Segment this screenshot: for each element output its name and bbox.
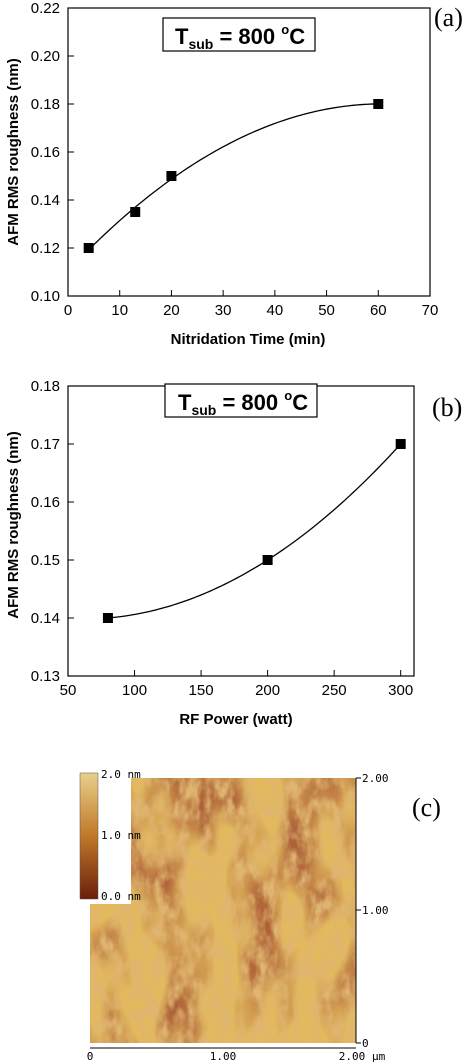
x-tick-label: 10: [111, 302, 128, 319]
data-point: [130, 207, 141, 217]
afm-bottom-label: 2.00: [339, 1050, 366, 1063]
x-tick-label: 200: [255, 682, 280, 699]
x-tick-label: 60: [370, 302, 387, 319]
panel-label-a: (a): [434, 3, 463, 32]
data-point: [102, 613, 113, 623]
x-tick-label: 50: [60, 682, 77, 699]
y-tick-label: 0.22: [31, 0, 60, 17]
y-tick-label: 0.14: [31, 610, 60, 627]
roughness-vs-power-chart: 50 100 150 200 250 300 0.13 0.14 0.15 0.16 0.17 0.1…: [5, 378, 462, 728]
y-axis-title-b: AFM RMS roughness (nm): [5, 431, 22, 619]
data-point: [262, 555, 273, 565]
y-tick-label: 0.18: [31, 378, 60, 395]
y-tick-label: 0.17: [31, 436, 60, 453]
colorbar: [79, 772, 99, 900]
panel-label-b: (b): [432, 393, 462, 422]
y-tick-label: 0.20: [31, 48, 60, 65]
temperature-badge-text: Tsub = 800 oC: [178, 388, 308, 418]
y-tick-label: 0.18: [31, 96, 60, 113]
afm-right-label: 0: [362, 1037, 369, 1050]
colorbar-label-top: 2.0 nm: [101, 768, 141, 781]
temperature-badge-box: [164, 383, 318, 418]
x-tick-label: 100: [122, 682, 147, 699]
temperature-badge-box: [162, 17, 316, 52]
y-tick-label: 0.12: [31, 240, 60, 257]
x-tick-label: 40: [267, 302, 284, 319]
x-tick-label: 30: [215, 302, 232, 319]
afm-bottom-unit: µm: [372, 1050, 386, 1063]
x-tick-label: 0: [64, 302, 72, 319]
x-tick-label: 300: [388, 682, 413, 699]
y-tick-label: 0.16: [31, 494, 60, 511]
y-tick-label: 0.16: [31, 144, 60, 161]
afm-bottom-label: 0: [87, 1050, 94, 1063]
x-axis-title-b: RF Power (watt): [179, 711, 292, 728]
data-point: [83, 243, 94, 253]
panel-label-c: (c): [412, 793, 441, 822]
temperature-badge-text: Tsub = 800 oC: [175, 22, 305, 52]
colorbar-label-mid: 1.0 nm: [101, 829, 141, 842]
afm-image-panel: 2.0 nm 1.0 nm 0.0 nm 2.00 1.00 0 0 1.00 …: [0, 760, 474, 1063]
y-tick-label: 0.13: [31, 668, 60, 685]
plot-frame: [67, 385, 415, 677]
x-axis-title-a: Nitridation Time (min): [171, 331, 326, 348]
afm-bottom-label: 1.00: [210, 1050, 237, 1063]
x-tick-label: 50: [318, 302, 335, 319]
fit-curve: [88, 103, 379, 251]
data-point: [395, 439, 406, 449]
y-axis-title-a: AFM RMS roughness (nm): [5, 58, 22, 246]
x-tick-label: 70: [422, 302, 439, 319]
data-point: [373, 99, 384, 109]
data-point: [166, 171, 177, 181]
afm-topography: 2.0 nm 1.0 nm 0.0 nm 2.00 1.00 0 0 1.00 …: [78, 768, 441, 1063]
y-tick-label: 0.14: [31, 192, 60, 209]
afm-right-label: 2.00: [362, 772, 389, 785]
colorbar-label-bottom: 0.0 nm: [101, 890, 141, 903]
x-tick-label: 250: [322, 682, 347, 699]
afm-right-label: 1.00: [362, 904, 389, 917]
y-tick-label: 0.10: [31, 288, 60, 305]
chart-panel-b: 50 100 150 200 250 300 0.13 0.14 0.15 0.16 0.17 0.1…: [0, 370, 474, 740]
x-tick-label: 20: [163, 302, 180, 319]
afm-image-texture: [90, 778, 356, 1043]
x-tick-label: 150: [189, 682, 214, 699]
y-tick-label: 0.15: [31, 552, 60, 569]
roughness-vs-time-chart: 0 10 20 30 40 50 60 70 0.10 0.12 0.14 0.16 0.18 0.20 0…: [5, 0, 463, 348]
fit-curve: [107, 443, 402, 619]
chart-panel-a: 0 10 20 30 40 50 60 70 0.10 0.12 0.14 0.16 0.18 0.20 0…: [0, 0, 474, 350]
